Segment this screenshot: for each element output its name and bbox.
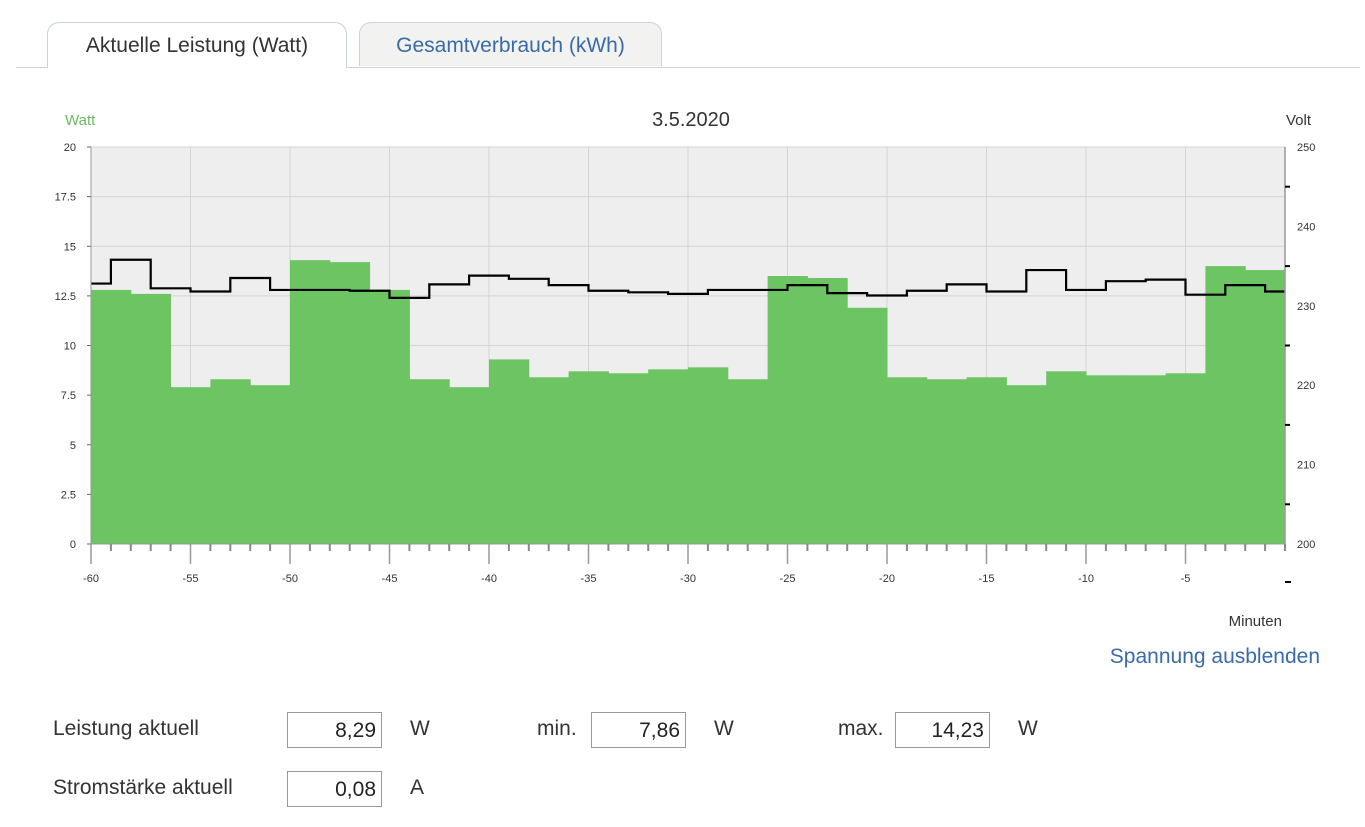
y-left-tick-label: 5 (70, 440, 76, 452)
strom-label: Stromstärke aktuell (53, 776, 233, 799)
min-value-field: 7,86 (591, 712, 686, 748)
bar-watt (1086, 375, 1127, 544)
bar-watt (1165, 373, 1206, 544)
bar-watt (688, 367, 729, 544)
bar-watt (290, 260, 331, 544)
y-axis-right-label: Volt (1286, 112, 1312, 129)
x-tick-label: -45 (382, 573, 398, 585)
min-label: min. (537, 717, 577, 740)
bar-watt (847, 307, 888, 544)
bar-watt (409, 379, 450, 544)
strom-unit: A (410, 776, 425, 799)
x-tick-label: -60 (83, 573, 99, 585)
y-left-tick-label: 12.5 (55, 291, 76, 303)
power-chart: 3.5.2020 Watt Volt Minuten 0 2.5 5 7.5 10 12.… (55, 109, 1316, 630)
y-right-tick-label: 240 (1297, 221, 1315, 233)
bar-watt (130, 293, 172, 544)
max-label: max. (838, 717, 884, 740)
bar-watt (887, 377, 928, 544)
bar-watt (1205, 266, 1246, 544)
x-tick-label: -15 (979, 573, 995, 585)
line-volt (91, 258, 1285, 299)
bar-watt (1006, 385, 1047, 544)
y-axis-left-label: Watt (65, 112, 96, 129)
y-left-tick-label: 7.5 (61, 390, 76, 402)
x-tick-label: -35 (581, 573, 597, 585)
bar-watt (528, 377, 570, 544)
y-left-tick-label: 2.5 (61, 489, 76, 501)
x-tick-label: -25 (780, 573, 796, 585)
min-unit: W (714, 717, 734, 740)
y-right-tick-label: 220 (1297, 380, 1315, 392)
bar-watt (926, 379, 968, 544)
bar-watt (210, 379, 251, 544)
bar-watt (489, 359, 530, 544)
x-tick-label: -55 (183, 573, 199, 585)
bar-watt (966, 377, 1007, 544)
y-left-tick-label: 20 (64, 142, 76, 154)
leistung-value-field: 8,29 (287, 712, 382, 748)
x-axis-label: Minuten (1229, 613, 1282, 630)
x-tick-label: -50 (282, 573, 298, 585)
bar-watt (807, 278, 848, 544)
tab-bar: Aktuelle Leistung (Watt) Gesamtverbrauch… (16, 0, 1360, 68)
bar-watt (608, 373, 649, 544)
plot-area: 0 2.5 5 7.5 10 12.5 15 17.5 20 -60 -55 -50 -45 -40 -35… (55, 142, 1316, 585)
y-left-tick-label: 0 (70, 539, 76, 551)
tab-gesamtverbrauch[interactable]: Gesamtverbrauch (kWh) (359, 22, 662, 66)
x-tick-label: -30 (680, 573, 696, 585)
bar-watt (329, 262, 371, 544)
strom-value-field: 0,08 (287, 771, 382, 807)
tab-aktuelle-leistung[interactable]: Aktuelle Leistung (Watt) (47, 22, 347, 68)
toggle-voltage-link[interactable]: Spannung ausblenden (1109, 645, 1320, 668)
bar-watt (568, 371, 609, 544)
bar-watt (91, 289, 132, 544)
y-right-tick-label: 200 (1297, 539, 1315, 551)
x-tick-label: -20 (879, 573, 895, 585)
leistung-label: Leistung aktuell (53, 717, 199, 740)
bar-watt (1245, 270, 1286, 544)
bar-watt (170, 387, 211, 544)
x-tick-label: -40 (481, 573, 497, 585)
max-unit: W (1018, 717, 1038, 740)
bar-watt (767, 276, 808, 544)
max-value-field: 14,23 (895, 712, 990, 748)
y-right-tick-label: 230 (1297, 301, 1315, 313)
x-tick-label: -5 (1181, 573, 1191, 585)
x-tick-label: -10 (1078, 573, 1094, 585)
bar-watt (648, 369, 689, 544)
bar-watt (727, 379, 769, 544)
y-right-tick-label: 210 (1297, 460, 1315, 472)
bar-watt (369, 289, 410, 544)
leistung-unit: W (410, 717, 430, 740)
bar-watt (1125, 375, 1167, 544)
chart-title: 3.5.2020 (652, 109, 730, 131)
y-left-tick-label: 17.5 (55, 192, 76, 204)
y-left-tick-label: 15 (64, 241, 76, 253)
bar-watt (449, 387, 490, 544)
y-left-tick-label: 10 (64, 341, 76, 353)
y-right-tick-label: 250 (1297, 142, 1315, 154)
bar-watt (1046, 371, 1087, 544)
bar-watt (250, 385, 291, 544)
